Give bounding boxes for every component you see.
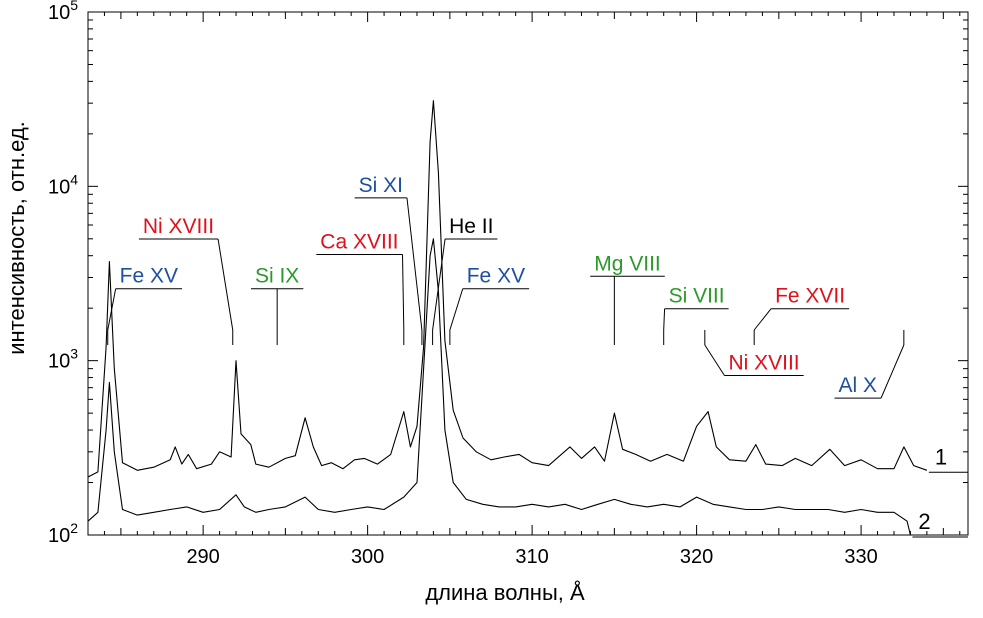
y-tick-base: 10: [48, 176, 70, 198]
x-tick-label: 310: [515, 546, 548, 568]
annotation-leader: [107, 288, 117, 331]
series-layer: 12: [87, 100, 968, 538]
annotation-leader: [217, 238, 234, 331]
y-tick-label: 105: [48, 0, 78, 24]
annotation-label: Si XI: [359, 174, 403, 197]
plot-frame: [87, 11, 969, 536]
series-label-1: 1: [935, 444, 947, 469]
annotation-label: Ca XVIII: [320, 230, 398, 253]
annotation-leader: [880, 344, 905, 399]
x-tick-label: 300: [351, 546, 384, 568]
y-tick-exponent: 4: [70, 171, 78, 187]
y-tick-exponent: 2: [70, 520, 78, 536]
annotation-leader: [406, 197, 423, 331]
annotation-leader: [663, 308, 666, 331]
x-tick-label: 290: [186, 546, 219, 568]
y-tick-base: 10: [48, 351, 70, 373]
annotation-label: Si IX: [255, 265, 299, 288]
annotation-leader: [432, 238, 446, 331]
annotation-label: He II: [449, 215, 493, 238]
annotation-leader: [402, 254, 405, 331]
y-tick-exponent: 5: [70, 0, 78, 13]
y-tick-base: 10: [48, 525, 70, 547]
y-tick-exponent: 3: [70, 346, 78, 362]
line-marker-layer: [107, 330, 905, 345]
x-tick-layer: 290 300 310 320 330: [87, 12, 961, 568]
annotation-label: Fe XV: [467, 265, 525, 288]
x-axis-label: длина волны, Å: [425, 580, 585, 605]
series-line-2: [87, 238, 911, 536]
x-tick-label: 330: [844, 546, 877, 568]
annotation-label: Al X: [839, 374, 878, 397]
annotation-label: Ni XVIII: [728, 351, 799, 374]
series-line-1: [87, 100, 928, 478]
annotation-leader: [753, 308, 772, 331]
series-label-2: 2: [918, 509, 930, 534]
y-tick-base: 10: [48, 2, 70, 24]
y-tick-label: 102: [48, 520, 78, 547]
annotation-label: Fe XVII: [775, 285, 845, 308]
annotation-leader: [704, 344, 725, 376]
annotation-leader: [449, 288, 464, 331]
annotation-label: Ni XVIII: [143, 215, 214, 238]
y-tick-label: 103: [48, 346, 78, 373]
y-tick-label: 104: [48, 171, 78, 198]
annotation-label: Fe XV: [120, 265, 178, 288]
y-axis-label: интенсивность, отн.ед.: [4, 121, 29, 355]
annotation-label: Si VIII: [669, 285, 725, 308]
annotation-layer: Fe XV Ni XVIII Si IX Ca XVIII Si XI He II Fe X…: [107, 174, 905, 399]
x-tick-label: 320: [680, 546, 713, 568]
annotation-label: Mg VIII: [594, 252, 661, 275]
